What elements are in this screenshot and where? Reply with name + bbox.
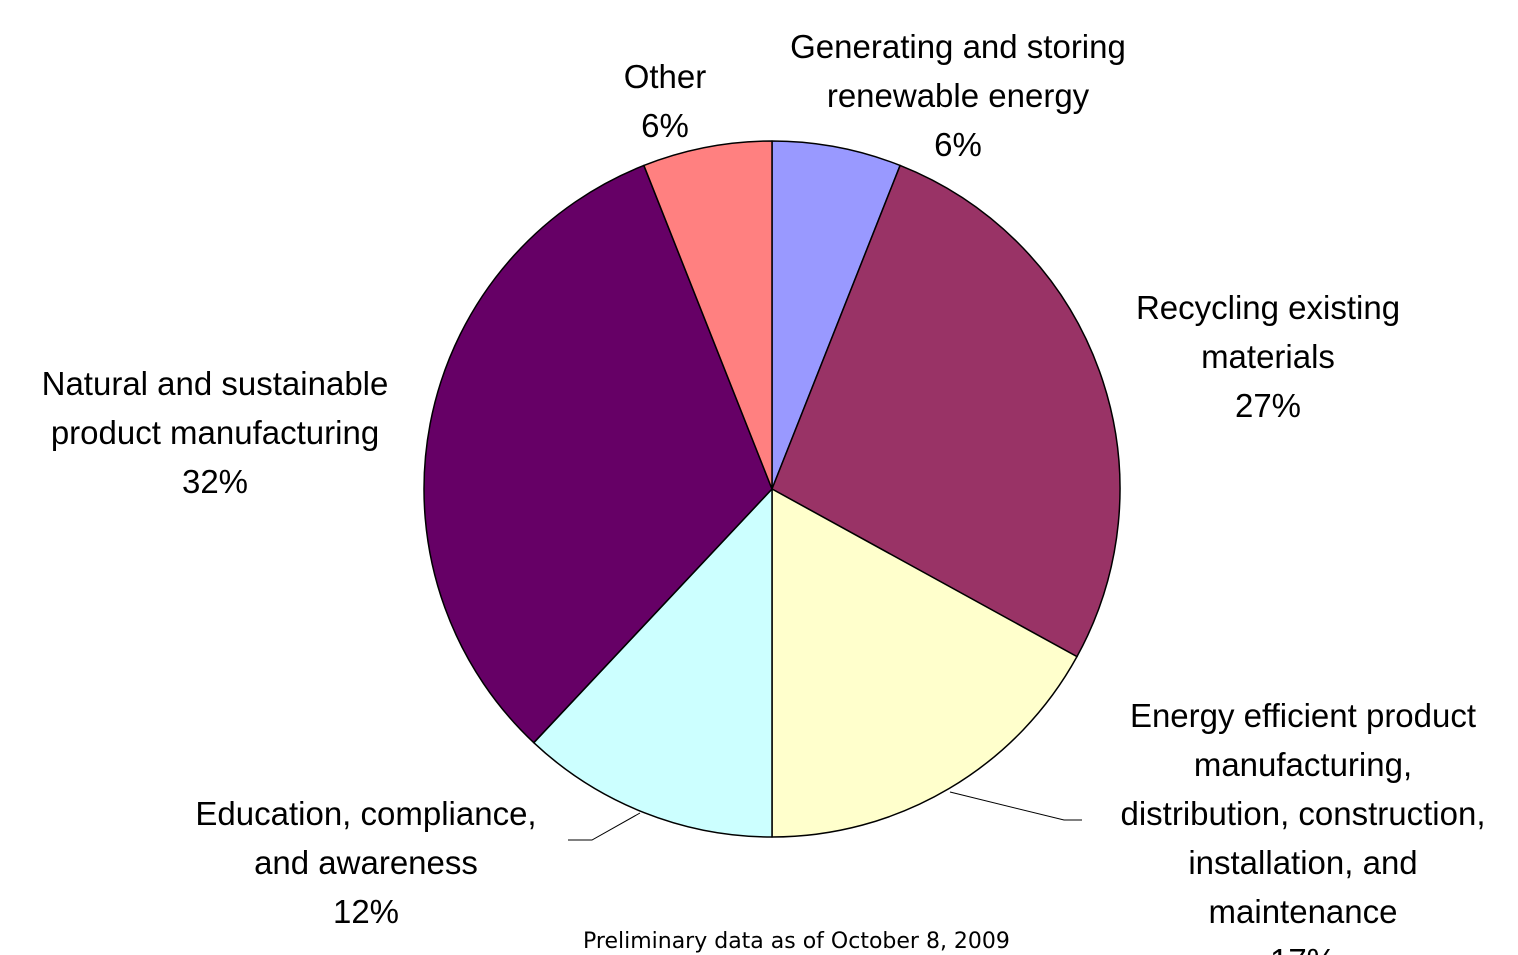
pie-slice-recycling-existing-materials (771, 164, 1121, 658)
slice-label-generating-and-storing-renewable-energy: Generating and storing renewable energy 6% (790, 28, 1126, 163)
slice-label-line: and awareness (254, 844, 478, 881)
slice-value-label: 17% (1270, 942, 1336, 955)
pie-slice-education-compliance-and-awareness (533, 488, 773, 838)
slice-label-line: product manufacturing (51, 414, 379, 451)
slice-label-line: Education, compliance, (195, 795, 536, 832)
slice-label-line: materials (1201, 338, 1335, 375)
slice-labels: Generating and storing renewable energy 6%… (42, 28, 1486, 955)
slice-value-label: 6% (934, 126, 982, 163)
pie-slice-other (643, 140, 773, 490)
slice-label-line: renewable energy (827, 77, 1090, 114)
slice-label-line: Recycling existing (1136, 289, 1400, 326)
leader-lines (568, 791, 1082, 841)
leader-line-education-compliance-and-awareness (568, 812, 641, 841)
slice-label-recycling-existing-materials: Recycling existing materials 27% (1136, 289, 1400, 424)
slice-label-line: distribution, construction, (1120, 795, 1485, 832)
slice-label-line: Other (624, 58, 707, 95)
slice-label-line: manufacturing, (1194, 746, 1412, 783)
pie-slices (423, 140, 1121, 838)
slice-value-label: 12% (333, 893, 399, 930)
slice-label-education-compliance-and-awareness: Education, compliance, and awareness 12% (195, 795, 536, 930)
pie-slice-generating-and-storing-renewable-energy (771, 140, 901, 490)
slice-label-line: maintenance (1209, 893, 1398, 930)
slice-label-line: Generating and storing (790, 28, 1126, 65)
slice-label-other: Other 6% (624, 58, 707, 144)
pie-slice-natural-and-sustainable-product-manufacturing (423, 164, 773, 744)
slice-label-line: installation, and (1188, 844, 1417, 881)
slice-value-label: 27% (1235, 387, 1301, 424)
slice-label-natural-and-sustainable-product-manufacturing: Natural and sustainable product manufactu… (42, 365, 389, 500)
footnote: Preliminary data as of October 8, 2009 (583, 929, 1010, 954)
slice-value-label: 32% (182, 463, 248, 500)
pie-slice-energy-efficient-product-manufacturing-distribution-construction-installation-and-maintenance (771, 488, 1078, 838)
slice-label-line: Energy efficient product (1130, 697, 1476, 734)
slice-label-energy-efficient-product-manufacturing-distribution-construction-installation-and-maintenance: Energy efficient product manufacturing, di… (1120, 697, 1485, 955)
slice-label-line: Natural and sustainable (42, 365, 389, 402)
slice-value-label: 6% (641, 107, 689, 144)
leader-line-energy-efficient-product-manufacturing-distribution-construction-installation-and-maintenance (949, 791, 1082, 821)
